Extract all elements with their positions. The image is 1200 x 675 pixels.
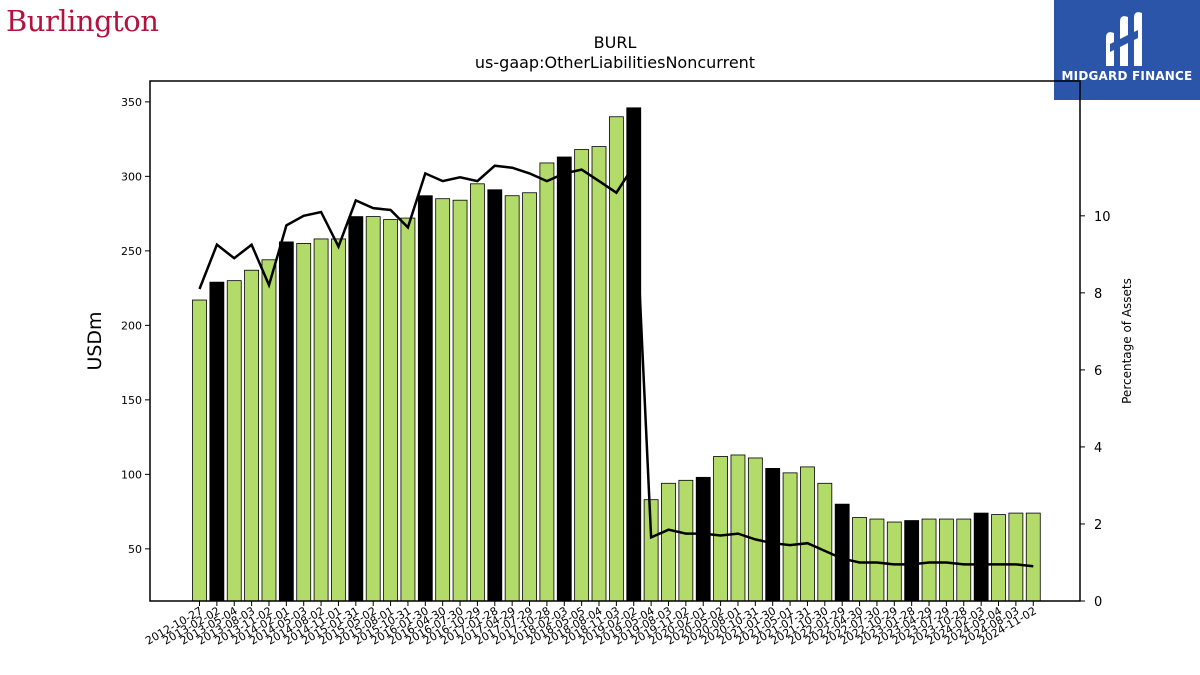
chart-title: BURL [593,33,637,52]
bar [504,195,520,602]
bar [278,241,294,602]
y2-tick-label: 10 [1094,210,1111,225]
bar [539,162,555,602]
bar [765,467,781,602]
bar [904,520,920,602]
bar [296,243,312,602]
bar [991,514,1006,602]
bar [435,198,451,602]
bar [487,189,503,602]
bar [817,482,833,602]
burlington-logo-text: Burlington [6,4,159,38]
bar [834,503,850,602]
bar [365,216,381,602]
bar [939,518,954,602]
bar [331,238,346,602]
bar [695,476,711,602]
y-tick-label: 350 [121,96,142,109]
midgard-finance-logo: MIDGARD FINANCE [1054,0,1200,100]
y2-tick-label: 6 [1094,364,1102,379]
bar [556,156,572,602]
bar [261,259,277,602]
bar [973,512,989,602]
midgard-finance-text: MIDGARD FINANCE [1061,69,1193,83]
bar [192,299,207,602]
bar [852,517,867,602]
y-tick-label: 50 [128,543,142,556]
y-axis-label: USDm [84,311,106,370]
bar [747,457,763,602]
y-tick-label: 250 [121,245,142,258]
bar [1008,512,1024,602]
bar [244,269,260,602]
y2-tick-label: 8 [1094,287,1102,302]
bar [678,479,694,602]
bar [782,472,798,602]
bar [921,518,937,602]
bar [226,280,242,602]
bars-group [192,107,1041,602]
bar [869,518,885,602]
bar [470,183,485,602]
y-tick-label: 200 [121,319,142,332]
bar [886,521,902,602]
y2-tick-label: 4 [1094,441,1102,456]
bar [661,482,676,602]
bar [591,146,607,602]
bar [956,518,972,602]
plot-frame [149,80,1081,602]
bar [383,219,398,602]
y2-tick-label: 2 [1094,518,1102,533]
y2-axis-label: Percentage of Assets [1120,278,1134,404]
bar [730,454,746,602]
bar [1025,512,1041,602]
bar [713,456,728,602]
chart-subtitle: us-gaap:OtherLiabilitiesNoncurrent [474,53,756,72]
y2-tick-label: 0 [1094,595,1102,610]
burlington-logo: Burlington [6,4,159,38]
y2-axis-ticks: 0 2 4 6 8 10 [1080,210,1111,610]
midgard-mark-icon [1106,12,1142,67]
bar [400,217,416,602]
bar [452,199,468,602]
bar [522,192,537,602]
y-tick-label: 300 [121,170,142,183]
bar [800,466,815,602]
bar [209,281,225,602]
y-tick-label: 150 [121,394,142,407]
percentage-of-assets-line [198,161,1034,568]
bar [574,149,590,602]
y-tick-label: 100 [121,468,142,481]
x-axis-ticks: 2012-10-272013-02-022013-05-042013-08-03… [143,601,1039,648]
y-axis-ticks: 50 100 150 200 250 300 350 [121,96,150,556]
bar [313,238,329,602]
bar [417,195,433,602]
bar [348,216,364,602]
